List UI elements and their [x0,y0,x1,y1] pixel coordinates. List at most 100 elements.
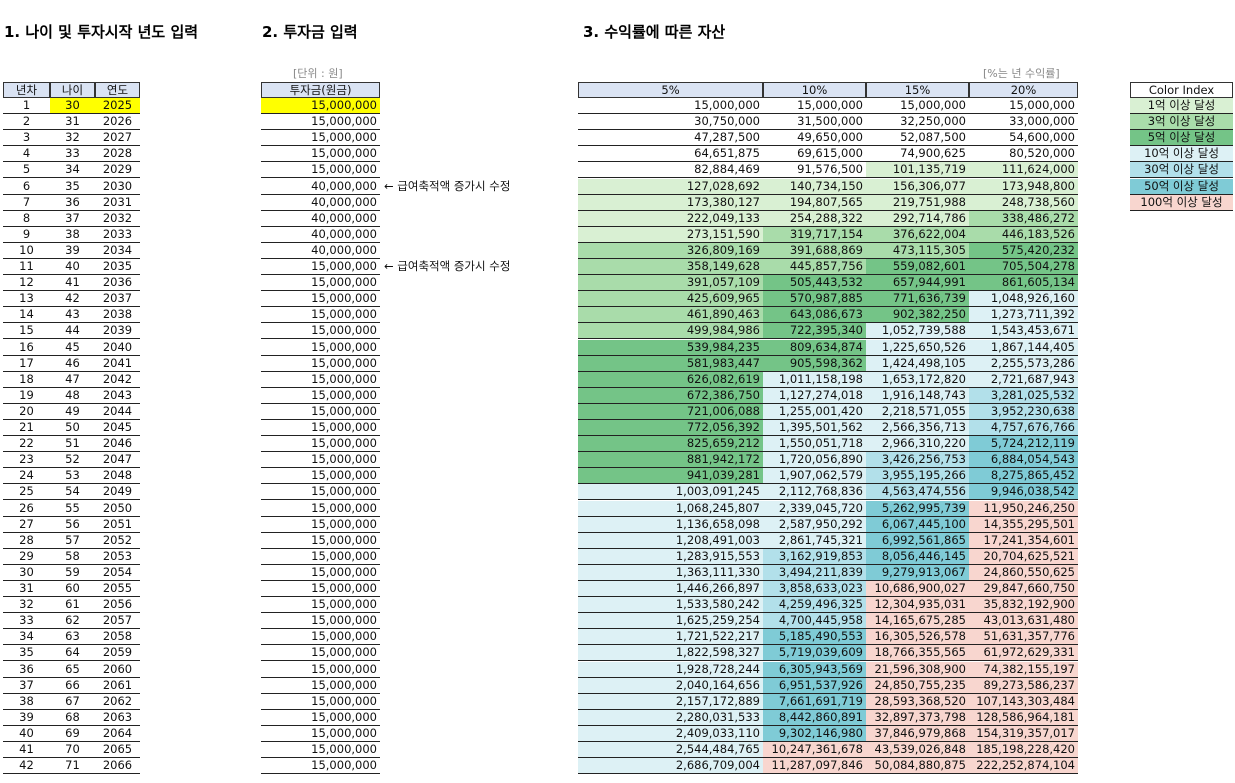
cell: 15,000,000 [261,114,380,131]
cell: 15,000,000 [261,629,380,646]
cell: 2041 [95,356,140,372]
cell: 2034 [95,243,140,259]
cell: 1,625,259,254 [578,613,763,630]
cell: 2046 [95,436,140,453]
cell: 31,500,000 [763,114,866,131]
cell: 194,807,565 [763,194,866,211]
cell: 273,151,590 [578,226,763,243]
cell: 55 [50,501,95,517]
cell: 705,504,278 [969,259,1078,276]
cell: 185,198,228,420 [969,742,1078,759]
cell: 1,543,453,671 [969,323,1078,340]
cell: 2,339,045,720 [763,500,866,517]
cell: 2025 [95,98,140,115]
cell: 67 [50,694,95,710]
cell: 446,183,526 [969,226,1078,243]
cell: 41 [3,742,50,759]
cell: 771,636,739 [866,291,969,308]
cell: 2,686,709,004 [578,758,763,775]
cell: 425,609,965 [578,291,763,308]
cell: 52,087,500 [866,130,969,147]
cell: 15,000,000 [261,694,380,710]
cell: 505,443,532 [763,275,866,292]
cell: 1,867,144,405 [969,339,1078,356]
cell: 32,250,000 [866,114,969,131]
cell: 17,241,354,601 [969,532,1078,549]
cell: 2,587,950,292 [763,516,866,533]
cell: 52 [50,452,95,469]
cell: 2037 [95,291,140,308]
cell: 15,000,000 [261,517,380,533]
cell: 9,302,146,980 [763,725,866,742]
cell: 51,631,357,776 [969,629,1078,646]
cell: 2062 [95,694,140,710]
cell: 15,000,000 [261,436,380,453]
cell: 391,688,869 [763,242,866,259]
cell: 40,000,000 [261,195,380,211]
cell: 2060 [95,662,140,678]
cell: 82,884,469 [578,162,763,179]
cell: 2038 [95,307,140,324]
cell: 40,000,000 [261,179,380,195]
cell: 376,622,004 [866,226,969,243]
cell: 35 [50,179,95,195]
cell: 173,948,800 [969,178,1078,195]
cell: 89,273,586,237 [969,677,1078,694]
cell: 15,000,000 [261,291,380,308]
cell: 127,028,692 [578,178,763,195]
cell: 15,000,000 [261,710,380,726]
cell: 15,000,000 [261,307,380,324]
cell: 881,942,172 [578,452,763,469]
cell: 23 [3,452,50,469]
cell: 2053 [95,549,140,565]
cell: 65 [50,662,95,678]
cell: 2055 [95,581,140,598]
cell: 15,000,000 [261,581,380,598]
cell: 7,661,691,719 [763,693,866,710]
cell: 6,884,054,543 [969,452,1078,469]
cell: 2045 [95,420,140,437]
cell: 1,283,915,553 [578,548,763,565]
cell: 461,890,463 [578,307,763,324]
cell: 1,395,501,562 [763,420,866,437]
section-title: 3. 수익률에 따른 자산 [583,23,726,41]
cell: 60 [50,581,95,598]
cell: 2,409,033,110 [578,725,763,742]
cell: 2031 [95,195,140,211]
cell: 1,721,522,217 [578,629,763,646]
cell: 70 [50,742,95,759]
cell: 2,566,356,713 [866,420,969,437]
cell: 14 [3,307,50,324]
cell: 2065 [95,742,140,759]
cell: 15,000,000 [261,678,380,694]
cell: 2,280,031,533 [578,709,763,726]
legend-title: Color Index [1130,82,1233,98]
cell: 15,000,000 [866,98,969,115]
cell: 34 [50,162,95,179]
cell: 18,766,355,565 [866,645,969,662]
cell: 15,000,000 [578,98,763,115]
cell: 21,596,308,900 [866,661,969,678]
cell: 33 [50,146,95,163]
cell: 59 [50,565,95,581]
cell: 15,000,000 [261,484,380,501]
cell: 14,165,675,285 [866,613,969,630]
cell: 6,951,537,926 [763,677,866,694]
cell: 61 [50,597,95,614]
cell: 19 [3,388,50,404]
cell: 1,052,739,588 [866,323,969,340]
cell: 15,000,000 [261,259,380,276]
cell: 559,082,601 [866,259,969,276]
cell: 672,386,750 [578,387,763,404]
cell: 32 [50,130,95,147]
cell: 15,000,000 [261,420,380,437]
cell: 42 [50,291,95,308]
cell: 15,000,000 [261,162,380,179]
cell: 2063 [95,710,140,726]
cell: 2030 [95,179,140,195]
cell: 69,615,000 [763,146,866,163]
cell: 2033 [95,227,140,243]
cell: 15,000,000 [261,130,380,147]
cell: 2057 [95,613,140,630]
cell: 50 [50,420,95,437]
